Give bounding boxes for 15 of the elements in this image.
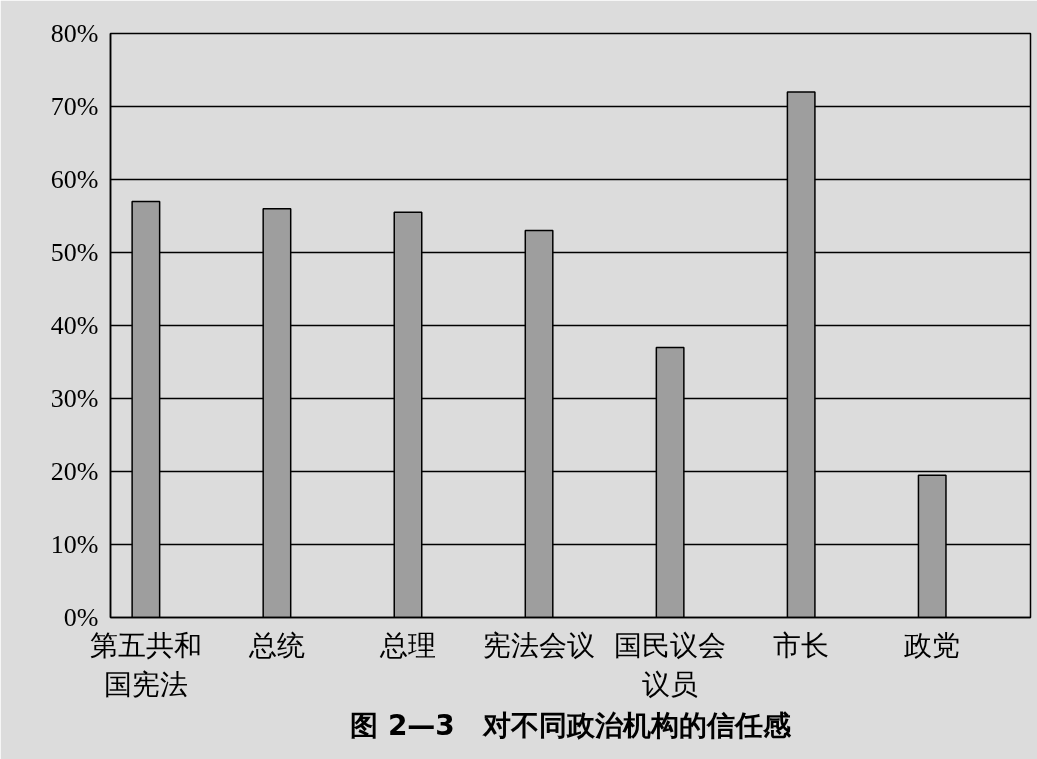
x-tick-label: 政党	[904, 628, 961, 662]
y-tick-label: 60%	[50, 165, 99, 194]
y-tick-label: 30%	[50, 384, 99, 413]
x-tick-label: 宪法会议	[483, 628, 596, 662]
y-tick-label: 10%	[50, 530, 99, 559]
x-tick-label: 总统	[247, 628, 305, 662]
text: 图 2—3 对不同政治机构的信任感	[350, 708, 792, 742]
x-tick-label: 国民议会议员	[614, 628, 727, 702]
y-tick-label: 50%	[50, 238, 99, 267]
y-tick-label: 70%	[50, 92, 99, 121]
y-tick-label: 20%	[50, 457, 99, 486]
x-tick-label: 总理	[378, 628, 436, 662]
y-tick-label: 80%	[50, 19, 99, 48]
x-tick-label: 市长	[773, 628, 830, 662]
y-tick-label: 40%	[50, 311, 99, 340]
